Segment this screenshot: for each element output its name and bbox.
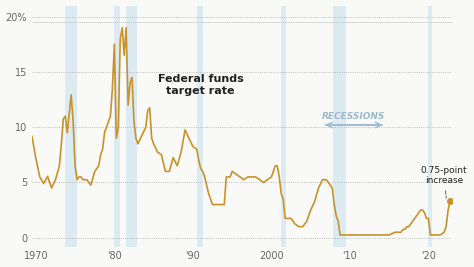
Bar [333,6,346,247]
Text: Federal funds
target rate: Federal funds target rate [158,74,244,96]
Bar [428,6,432,247]
Bar [114,6,120,247]
Bar [197,6,203,247]
Text: 0.75-point
increase: 0.75-point increase [421,166,467,198]
Text: RECESSIONS: RECESSIONS [322,112,385,120]
Bar [65,6,77,247]
Bar [126,6,137,247]
Bar [281,6,286,247]
